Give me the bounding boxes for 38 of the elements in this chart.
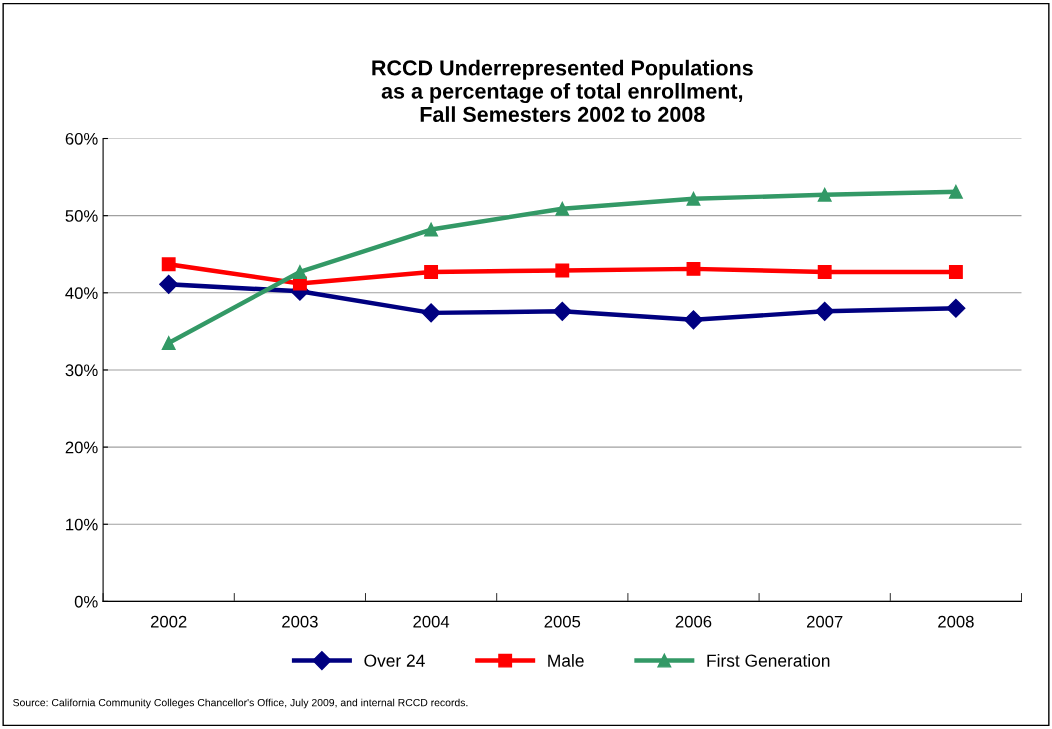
x-tick-label: 2002	[151, 615, 187, 628]
point	[948, 265, 963, 279]
y-tick-label: 0%	[74, 595, 98, 608]
point	[555, 263, 570, 278]
legend-label: Over 24	[364, 654, 425, 667]
point	[424, 222, 439, 237]
x-tick-label: 2004	[413, 615, 450, 628]
x-tick-label: 2006	[675, 615, 712, 628]
point	[686, 191, 701, 206]
y-tick-label: 50%	[65, 210, 98, 222]
point	[686, 261, 701, 276]
y-tick-label: 10%	[66, 518, 98, 531]
point	[815, 301, 835, 321]
point	[161, 257, 176, 272]
x-tick-label: 2005	[544, 615, 581, 628]
point	[552, 301, 572, 321]
y-tick-label: 40%	[65, 287, 98, 300]
point	[424, 265, 439, 279]
y-tick-label: 30%	[65, 364, 98, 377]
legend-label: First Generation	[707, 654, 830, 667]
source-note: Source: California Community Colleges Chancellor's Office, July 2009, and internal RCCD records.	[13, 698, 468, 709]
point	[946, 298, 966, 318]
point	[817, 265, 832, 279]
y-tick-label: 60%	[65, 132, 98, 145]
point	[817, 187, 832, 202]
point	[159, 274, 179, 294]
point	[948, 184, 963, 199]
point	[683, 310, 704, 330]
x-tick-label: 2003	[282, 615, 318, 628]
point	[292, 265, 307, 279]
chart-title: RCCD Underrepresented Populations as a percentage of total enrollment, Fall Semesters 2002 to 2008	[372, 59, 753, 123]
point	[555, 201, 570, 216]
x-tick-label: 2008	[938, 615, 974, 628]
x-tick-label: 2007	[806, 615, 843, 628]
point	[161, 336, 176, 350]
y-tick-label: 20%	[65, 441, 98, 454]
point	[421, 303, 441, 323]
legend-label: Male	[548, 654, 584, 667]
